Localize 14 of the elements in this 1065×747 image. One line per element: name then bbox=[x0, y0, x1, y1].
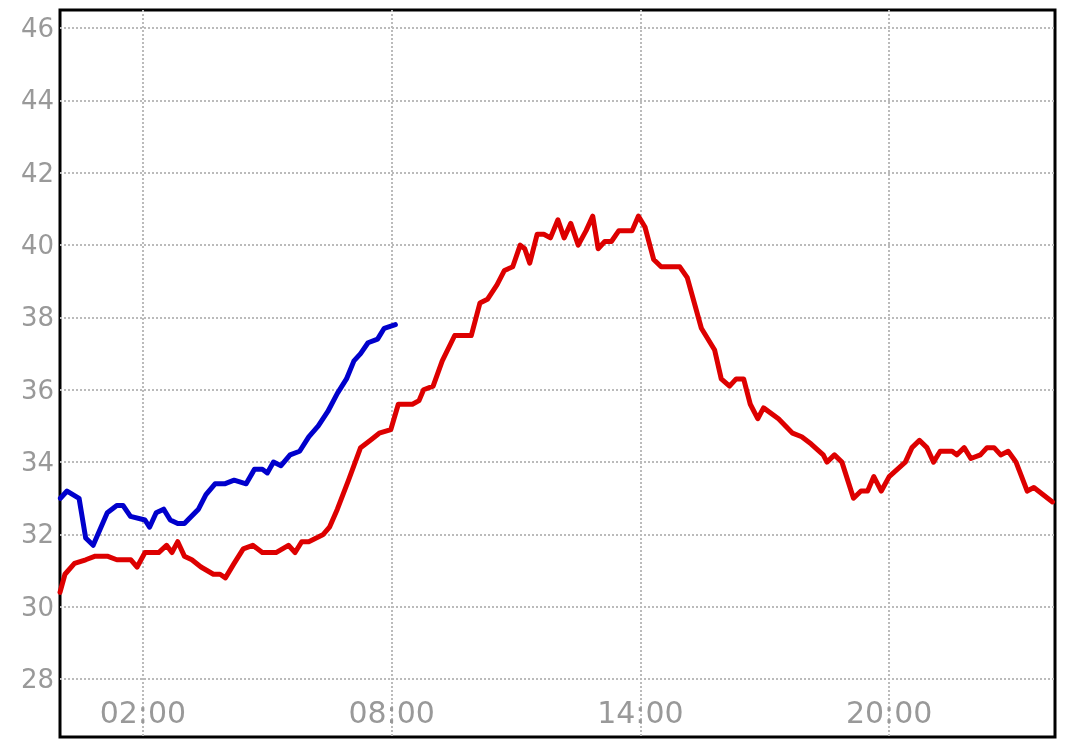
y-tick-label: 40 bbox=[20, 230, 54, 261]
y-tick-label: 36 bbox=[20, 374, 54, 405]
x-tick-label: 14:00 bbox=[597, 694, 684, 730]
y-tick-label: 30 bbox=[20, 591, 54, 622]
y-tick-label: 44 bbox=[20, 85, 54, 116]
x-tick-label: 20:00 bbox=[845, 694, 933, 730]
y-tick-label: 38 bbox=[20, 302, 54, 333]
y-tick-label: 28 bbox=[20, 664, 54, 695]
y-tick-label: 46 bbox=[20, 13, 54, 44]
x-tick-label: 08:00 bbox=[348, 694, 435, 730]
x-tick-label: 02:00 bbox=[99, 694, 187, 730]
y-tick-label: 32 bbox=[20, 519, 54, 550]
y-tick-label: 42 bbox=[20, 157, 54, 188]
y-tick-label: 34 bbox=[20, 447, 54, 478]
